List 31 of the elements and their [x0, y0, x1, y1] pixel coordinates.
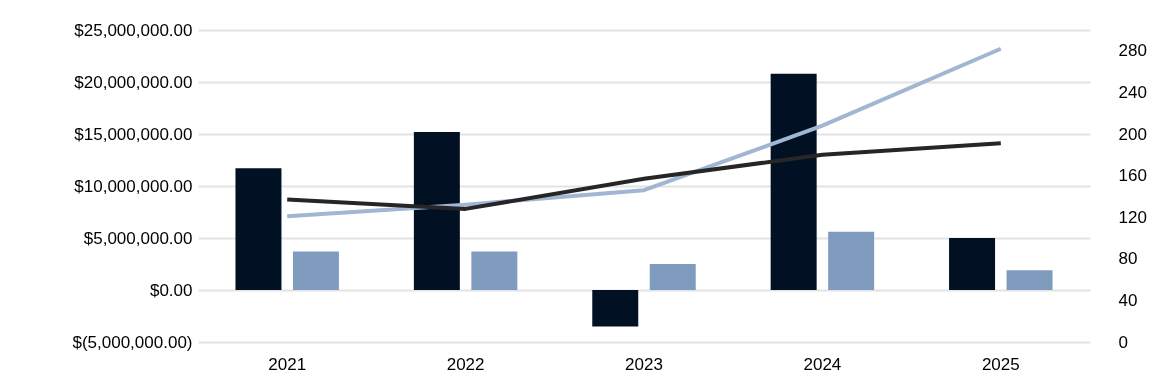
y-tick-label: $15,000,000.00 — [74, 124, 193, 144]
y2-tick-label: 80 — [1118, 249, 1138, 269]
x-tick-label: 2024 — [803, 354, 842, 374]
y-tick-label: $0.00 — [149, 280, 193, 300]
y-tick-label: $5,000,000.00 — [83, 228, 193, 248]
bar — [649, 264, 696, 290]
bar — [949, 238, 996, 290]
x-tick-label: 2021 — [268, 354, 307, 374]
y2-tick-label: 0 — [1118, 332, 1128, 352]
bar — [828, 231, 875, 290]
bar — [1006, 270, 1053, 290]
y2-tick-label: 160 — [1118, 166, 1147, 186]
y-tick-label: $10,000,000.00 — [74, 176, 193, 196]
y-tick-label: $(5,000,000.00) — [72, 332, 193, 352]
y2-tick-label: 280 — [1118, 41, 1147, 61]
y2-tick-label: 240 — [1118, 82, 1147, 102]
line-series — [285, 141, 1003, 211]
bar — [292, 251, 339, 290]
bar — [471, 251, 518, 290]
y-tick-label: $25,000,000.00 — [74, 20, 193, 40]
y2-tick-label: 40 — [1118, 290, 1138, 310]
bar — [592, 290, 639, 327]
x-tick-label: 2022 — [446, 354, 485, 374]
y2-tick-label: 200 — [1118, 124, 1147, 144]
x-tick-label: 2023 — [625, 354, 663, 374]
bar — [413, 131, 460, 290]
bar — [235, 168, 282, 290]
bar — [770, 73, 817, 290]
y-tick-label: $20,000,000.00 — [74, 72, 193, 92]
y2-tick-label: 120 — [1118, 207, 1147, 227]
x-tick-label: 2025 — [981, 354, 1020, 374]
